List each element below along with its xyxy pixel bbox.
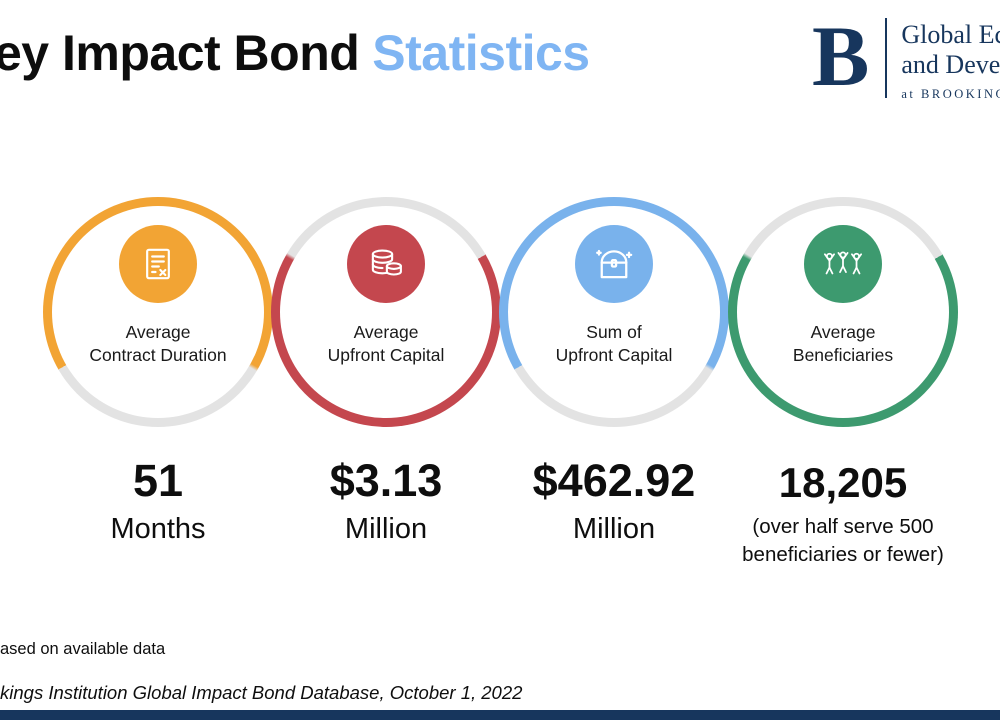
- logo-divider: [885, 18, 888, 98]
- bottom-accent-bar: [0, 710, 1000, 720]
- stat-contract-duration: Average Contract Duration 51 Months: [28, 197, 288, 597]
- logo-wordmark: Global Ec and Deve at BROOKING: [901, 14, 1000, 102]
- stat-label: Average Beneficiaries: [792, 322, 894, 366]
- logo-line-1: Global Ec: [901, 20, 1000, 49]
- stat-unit: Million: [572, 513, 656, 545]
- stat-unit: Months: [110, 513, 206, 545]
- stat-label: Average Contract Duration: [89, 322, 227, 366]
- stat-label: Average Upfront Capital: [327, 322, 445, 366]
- stat-label: Sum of Upfront Capital: [555, 322, 673, 366]
- logo-line-2: and Deve: [901, 50, 1000, 79]
- source-citation: kings Institution Global Impact Bond Dat…: [0, 682, 523, 703]
- brookings-logo: B Global Ec and Deve at BROOKING: [812, 8, 1000, 104]
- stat-avg-beneficiaries: Average Beneficiaries 18,205 (over half …: [713, 197, 973, 597]
- logo-subline: at BROOKING: [901, 87, 1000, 101]
- page-title: ey Impact Bond Statistics: [0, 24, 590, 82]
- people-celebrating-icon: [804, 225, 882, 303]
- stat-unit: (over half serve 500 beneficiaries or fe…: [742, 515, 944, 567]
- treasure-chest-icon: [575, 225, 653, 303]
- stat-sum-upfront-capital: Sum of Upfront Capital $462.92 Million: [484, 197, 744, 597]
- coin-stack-icon: [347, 225, 425, 303]
- contract-document-icon: [119, 225, 197, 303]
- stat-value: $3.13: [329, 455, 443, 506]
- stat-value: 51: [132, 455, 184, 506]
- title-main: ey Impact Bond: [0, 25, 360, 81]
- stat-unit: Million: [344, 513, 428, 545]
- footnote: ased on available data: [0, 640, 166, 658]
- stat-value: 18,205: [778, 459, 908, 506]
- stat-avg-upfront-capital: Average Upfront Capital $3.13 Million: [256, 197, 516, 597]
- title-accent: Statistics: [372, 25, 590, 81]
- brookings-b-icon: B: [812, 8, 870, 104]
- stat-value: $462.92: [532, 455, 696, 506]
